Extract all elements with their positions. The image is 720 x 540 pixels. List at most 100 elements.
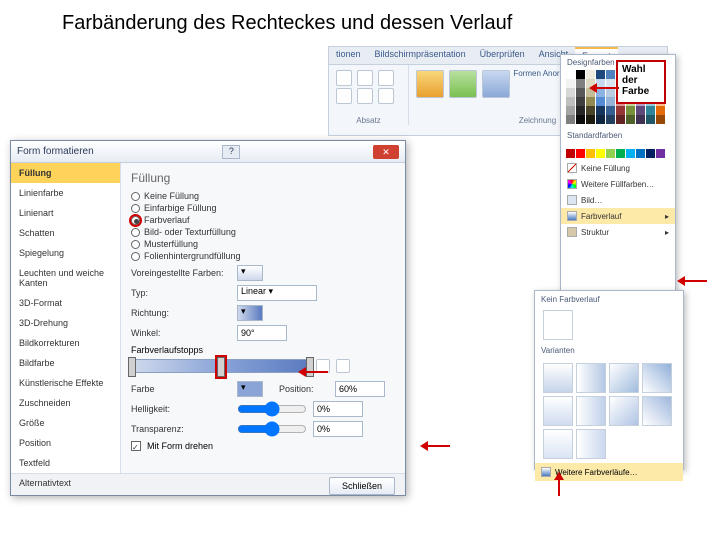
sidebar-item[interactable]: Bildfarbe [11, 353, 120, 373]
gradient-variant[interactable] [576, 363, 606, 393]
color-swatch[interactable] [566, 79, 575, 88]
picture-fill-item[interactable]: Bild… [561, 192, 675, 208]
color-swatch[interactable] [566, 149, 575, 158]
color-swatch[interactable] [596, 70, 605, 79]
sidebar-item[interactable]: Spiegelung [11, 243, 120, 263]
remove-stop-icon[interactable] [336, 359, 350, 373]
color-swatch[interactable] [626, 149, 635, 158]
color-swatch[interactable] [576, 149, 585, 158]
color-swatch[interactable] [566, 97, 575, 106]
color-swatch[interactable] [616, 115, 625, 124]
quickstyles-icon[interactable] [482, 70, 510, 98]
transparency-spinner[interactable]: 0% [313, 421, 363, 437]
color-swatch[interactable] [586, 70, 595, 79]
gradient-bar[interactable] [131, 359, 311, 373]
color-swatch[interactable] [606, 149, 615, 158]
texture-fill-item[interactable]: Struktur▸ [561, 224, 675, 240]
position-spinner[interactable]: 60% [335, 381, 385, 397]
color-swatch[interactable] [636, 149, 645, 158]
color-swatch[interactable] [626, 106, 635, 115]
sidebar-item[interactable]: Künstlerische Effekte [11, 373, 120, 393]
color-swatch[interactable] [586, 106, 595, 115]
angle-spinner[interactable]: 90° [237, 325, 287, 341]
sidebar-item[interactable]: Alternativtext [11, 473, 120, 493]
color-swatch[interactable] [566, 106, 575, 115]
fill-radio[interactable]: Einfarbige Füllung [131, 203, 395, 213]
gradient-variant[interactable] [609, 363, 639, 393]
numbering-icon[interactable] [357, 70, 373, 86]
color-swatch[interactable] [566, 70, 575, 79]
color-swatch[interactable] [586, 149, 595, 158]
sidebar-item[interactable]: Größe [11, 413, 120, 433]
gradient-variant[interactable] [576, 429, 606, 459]
arrange-icon[interactable] [449, 70, 477, 98]
color-swatch[interactable] [606, 88, 615, 97]
fill-radio[interactable]: Folienhintergrundfüllung [131, 251, 395, 261]
sidebar-item[interactable]: Bildkorrekturen [11, 333, 120, 353]
color-swatch[interactable] [596, 149, 605, 158]
color-swatch[interactable] [566, 88, 575, 97]
sidebar-item[interactable]: Füllung [11, 163, 120, 183]
color-swatch[interactable] [636, 115, 645, 124]
gradient-stop[interactable] [128, 357, 136, 377]
ribbon-tab[interactable]: Überprüfen [473, 47, 532, 64]
transparency-slider[interactable] [237, 423, 307, 435]
sidebar-item[interactable]: 3D-Format [11, 293, 120, 313]
gradient-variant[interactable] [576, 396, 606, 426]
no-gradient-swatch[interactable] [543, 310, 573, 340]
color-swatch[interactable] [606, 97, 615, 106]
color-swatch[interactable] [606, 106, 615, 115]
color-swatch[interactable] [576, 97, 585, 106]
direction-combo[interactable]: ▾ [237, 305, 263, 321]
fill-radio[interactable]: Farbverlauf [131, 215, 395, 225]
sidebar-item[interactable]: Position [11, 433, 120, 453]
close-icon[interactable]: ✕ [373, 145, 399, 159]
color-swatch[interactable] [656, 106, 665, 115]
align-left-icon[interactable] [336, 88, 352, 104]
color-swatch[interactable] [566, 115, 575, 124]
color-swatch[interactable] [616, 106, 625, 115]
brightness-slider[interactable] [237, 403, 307, 415]
brightness-spinner[interactable]: 0% [313, 401, 363, 417]
close-button[interactable]: Schließen [329, 477, 395, 495]
preset-combo[interactable]: ▾ [237, 265, 263, 281]
sidebar-item[interactable]: Schatten [11, 223, 120, 243]
fill-radio[interactable]: Keine Füllung [131, 191, 395, 201]
sidebar-item[interactable]: Linienfarbe [11, 183, 120, 203]
ribbon-tab[interactable]: tionen [329, 47, 368, 64]
color-swatch[interactable] [606, 70, 615, 79]
sidebar-item[interactable]: Leuchten und weiche Kanten [11, 263, 120, 293]
gradient-variant[interactable] [543, 429, 573, 459]
color-swatch[interactable] [596, 88, 605, 97]
color-swatch[interactable] [576, 70, 585, 79]
bullets-icon[interactable] [336, 70, 352, 86]
color-swatch[interactable] [576, 106, 585, 115]
color-swatch[interactable] [656, 115, 665, 124]
color-swatch[interactable] [636, 106, 645, 115]
color-swatch[interactable] [646, 149, 655, 158]
type-combo[interactable]: Linear ▾ [237, 285, 317, 301]
color-picker[interactable]: ▾ [237, 381, 263, 397]
ribbon-tab[interactable]: Bildschirmpräsentation [368, 47, 473, 64]
gradient-stop[interactable] [217, 357, 225, 377]
gradient-variant[interactable] [609, 396, 639, 426]
gradient-variant[interactable] [642, 396, 672, 426]
help-button[interactable]: ? [222, 145, 240, 159]
gradient-fill-item[interactable]: Farbverlauf▸ [561, 208, 675, 224]
indent-icon[interactable] [378, 70, 394, 86]
align-center-icon[interactable] [357, 88, 373, 104]
sidebar-item[interactable]: Zuschneiden [11, 393, 120, 413]
gradient-variant[interactable] [642, 363, 672, 393]
color-swatch[interactable] [596, 97, 605, 106]
color-swatch[interactable] [626, 115, 635, 124]
sidebar-item[interactable]: Linienart [11, 203, 120, 223]
no-fill-item[interactable]: Keine Füllung [561, 160, 675, 176]
color-swatch[interactable] [646, 106, 655, 115]
columns-icon[interactable] [378, 88, 394, 104]
gradient-variant[interactable] [543, 363, 573, 393]
fill-radio[interactable]: Musterfüllung [131, 239, 395, 249]
color-swatch[interactable] [656, 149, 665, 158]
color-swatch[interactable] [616, 149, 625, 158]
gradient-stop[interactable] [306, 357, 314, 377]
color-swatch[interactable] [586, 97, 595, 106]
